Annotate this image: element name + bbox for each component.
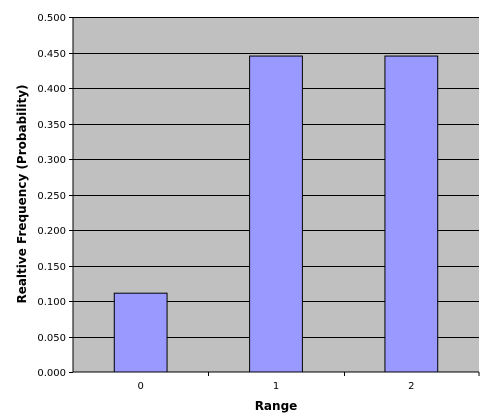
- x-axis-title: Range: [255, 399, 298, 413]
- y-tick-label: 0.350: [37, 120, 66, 131]
- y-tick-label: 0.400: [37, 84, 66, 95]
- y-tick-label: 0.300: [37, 155, 66, 166]
- x-tick-label: 2: [408, 381, 414, 392]
- y-tick-label: 0.150: [37, 262, 66, 273]
- y-tick-label: 0.100: [37, 297, 66, 308]
- y-axis-title: Realtive Frequency (Probability): [15, 84, 29, 303]
- y-tick-label: 0.250: [37, 191, 66, 202]
- y-tick-label: 0.050: [37, 333, 66, 344]
- y-tick-label: 0.000: [37, 368, 66, 379]
- bars: [113, 55, 439, 373]
- x-tick-label: 0: [137, 381, 143, 392]
- bar-2: [384, 55, 439, 373]
- x-axis-ticks: 0 1 2: [137, 372, 480, 392]
- y-tick-label: 0.500: [37, 13, 66, 24]
- bar-0: [113, 292, 168, 373]
- y-axis-ticks: 0.000 0.050 0.100 0.150 0.200 0.250 0.300 0.350…: [37, 13, 73, 379]
- y-tick-label: 0.450: [37, 49, 66, 60]
- x-tick-label: 1: [273, 381, 279, 392]
- y-tick-label: 0.200: [37, 226, 66, 237]
- bar-1: [249, 55, 303, 373]
